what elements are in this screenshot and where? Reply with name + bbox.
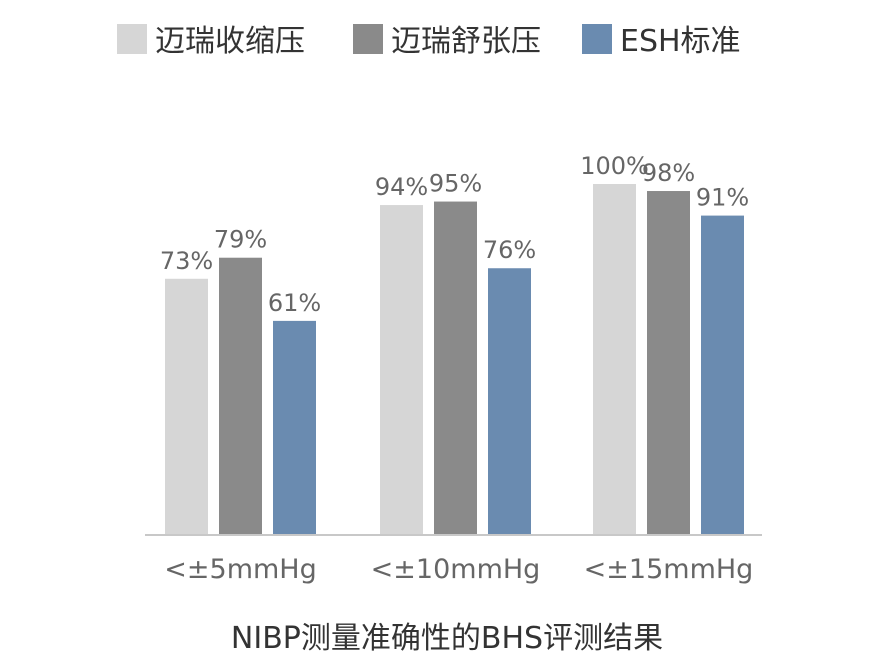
value-label-2-3: 76% bbox=[483, 236, 536, 264]
legend-label-2: 迈瑞舒张压 bbox=[391, 24, 541, 59]
bars-group bbox=[165, 184, 744, 536]
x-tick-label-2: <±10mmHg bbox=[371, 554, 541, 585]
value-label-3-2: 98% bbox=[642, 159, 695, 187]
value-label-3-1: 100% bbox=[580, 152, 649, 180]
bar-2-2 bbox=[434, 201, 477, 536]
bar-2-3 bbox=[488, 268, 531, 535]
x-tick-label-1: <±5mmHg bbox=[164, 554, 316, 585]
legend-label-1: 迈瑞收缩压 bbox=[155, 24, 305, 59]
bar-3-2 bbox=[647, 191, 690, 535]
value-label-2-1: 94% bbox=[375, 173, 428, 201]
bar-1-3 bbox=[273, 320, 316, 535]
value-labels-group: 73%79% 61% 94% 95% 76% 100%98%91% bbox=[160, 152, 749, 317]
legend-label-3: ESH标准 bbox=[620, 24, 741, 59]
bar-3-3 bbox=[701, 215, 744, 535]
legend-swatch-2 bbox=[353, 24, 383, 54]
legend-swatch-3 bbox=[582, 24, 612, 54]
chart-caption: NIBP测量准确性的BHS评测结果 bbox=[231, 621, 663, 656]
value-label-1-2: 79% bbox=[214, 226, 267, 254]
bar-1-1 bbox=[165, 278, 208, 535]
bar-3-1 bbox=[593, 184, 636, 535]
bar-1-2 bbox=[219, 257, 262, 535]
bar-2-1 bbox=[380, 205, 423, 535]
value-label-1-1: 73% bbox=[160, 247, 213, 275]
value-label-2-2: 95% bbox=[429, 170, 482, 198]
x-tick-labels: <±5mmHg <±10mmHg <±15mmHg bbox=[164, 554, 753, 585]
value-label-3-3: 91% bbox=[696, 184, 749, 212]
value-label-1-3: 61% bbox=[268, 289, 321, 317]
legend: 迈瑞收缩压 迈瑞舒张压 ESH标准 bbox=[117, 24, 741, 59]
legend-swatch-1 bbox=[117, 24, 147, 54]
x-tick-label-3: <±15mmHg bbox=[584, 554, 754, 585]
